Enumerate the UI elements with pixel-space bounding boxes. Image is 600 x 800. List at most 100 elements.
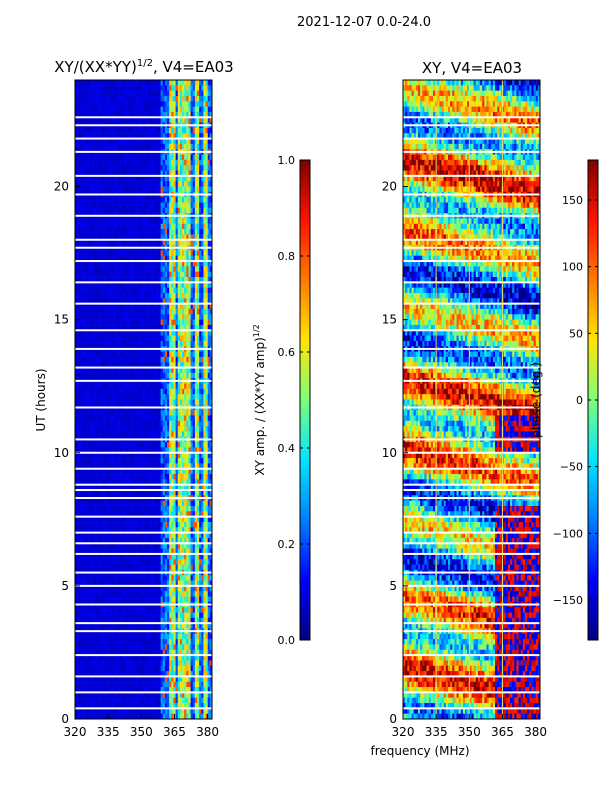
heatmap-cell bbox=[107, 181, 110, 187]
heatmap-cell bbox=[109, 95, 112, 102]
heatmap-cell bbox=[158, 186, 162, 193]
heatmap-cell bbox=[199, 154, 202, 161]
heatmap-cell bbox=[205, 165, 209, 171]
heatmap-cell bbox=[167, 117, 170, 123]
heatmap-cell bbox=[87, 186, 91, 193]
heatmap-cell bbox=[81, 159, 84, 166]
heatmap-cell bbox=[115, 159, 119, 166]
heatmap-cell bbox=[143, 165, 147, 171]
heatmap-cell bbox=[75, 117, 78, 123]
heatmap-cell bbox=[139, 170, 142, 177]
heatmap-cell bbox=[209, 181, 213, 187]
heatmap-cell bbox=[203, 127, 206, 134]
heatmap-cell bbox=[126, 170, 129, 177]
heatmap-cell bbox=[141, 133, 144, 139]
heatmap-cell bbox=[143, 127, 147, 134]
heatmap-cell bbox=[173, 90, 177, 97]
heatmap-cell bbox=[207, 101, 211, 108]
heatmap-cell bbox=[179, 111, 183, 118]
heatmap-cell bbox=[209, 111, 213, 118]
heatmap-cell bbox=[134, 127, 138, 134]
heatmap-cell bbox=[164, 85, 168, 92]
heatmap-cell bbox=[147, 165, 151, 171]
heatmap-cell bbox=[102, 159, 106, 166]
heatmap-cell bbox=[199, 143, 202, 150]
heatmap-cell bbox=[83, 186, 87, 193]
heatmap-cell bbox=[85, 111, 89, 118]
heatmap-cell bbox=[141, 159, 144, 166]
heatmap-cell bbox=[107, 106, 110, 113]
heatmap-cell bbox=[100, 197, 104, 203]
heatmap-cell bbox=[96, 101, 99, 108]
heatmap-cell bbox=[107, 197, 110, 203]
heatmap-cell bbox=[203, 80, 206, 86]
heatmap-cell bbox=[124, 133, 127, 139]
heatmap-cell bbox=[109, 181, 112, 187]
heatmap-cell bbox=[167, 95, 170, 102]
heatmap-cell bbox=[209, 127, 213, 134]
heatmap-cell bbox=[85, 170, 89, 177]
heatmap-cell bbox=[104, 170, 108, 177]
amplitude-panel: XY/(XX*YY)1/2, V4=EA03 320 335 350 365 38005… bbox=[34, 58, 234, 739]
heatmap-cell bbox=[132, 154, 136, 161]
heatmap-cell bbox=[152, 186, 155, 193]
heatmap-cell bbox=[75, 154, 78, 161]
heatmap-cell bbox=[156, 138, 159, 145]
heatmap-cell bbox=[83, 154, 87, 161]
heatmap-cell bbox=[98, 165, 102, 171]
heatmap-cell bbox=[177, 106, 181, 113]
heatmap-cell bbox=[207, 175, 211, 182]
heatmap-cell bbox=[201, 95, 204, 102]
heatmap-cell bbox=[154, 154, 157, 161]
heatmap-cell bbox=[156, 117, 159, 123]
heatmap-cell bbox=[201, 133, 204, 139]
heatmap-cell bbox=[128, 197, 132, 203]
heatmap-cell bbox=[164, 170, 168, 177]
heatmap-cell bbox=[83, 90, 87, 97]
heatmap-cell bbox=[111, 170, 114, 177]
heatmap-cell bbox=[147, 181, 151, 187]
heatmap-cell bbox=[186, 106, 189, 113]
heatmap-cell bbox=[137, 143, 140, 150]
heatmap-cell bbox=[149, 95, 153, 102]
heatmap-cell bbox=[175, 85, 179, 92]
heatmap-cell bbox=[119, 90, 123, 97]
heatmap-cell bbox=[186, 117, 189, 123]
heatmap-cell bbox=[107, 138, 110, 145]
heatmap-cell bbox=[147, 138, 151, 145]
heatmap-cell bbox=[182, 186, 185, 193]
heatmap-cell bbox=[156, 111, 159, 118]
heatmap-cell bbox=[156, 154, 159, 161]
heatmap-cell bbox=[100, 181, 104, 187]
heatmap-cell bbox=[115, 127, 119, 134]
heatmap-cell bbox=[201, 138, 204, 145]
heatmap-cell bbox=[197, 117, 200, 123]
heatmap-cell bbox=[205, 170, 209, 177]
heatmap-cell bbox=[162, 80, 166, 86]
heatmap-cell bbox=[199, 175, 202, 182]
heatmap-cell bbox=[188, 127, 191, 134]
heatmap-cell bbox=[100, 143, 104, 150]
heatmap-cell bbox=[100, 138, 104, 145]
heatmap-cell bbox=[134, 197, 138, 203]
heatmap-cell bbox=[175, 170, 179, 177]
heatmap-cell bbox=[184, 165, 187, 171]
heatmap-cell bbox=[117, 90, 121, 97]
heatmap-cell bbox=[173, 154, 177, 161]
heatmap-cell bbox=[145, 80, 149, 86]
heatmap-cell bbox=[87, 106, 91, 113]
heatmap-cell bbox=[184, 117, 187, 123]
heatmap-cell bbox=[124, 159, 127, 166]
heatmap-cell bbox=[188, 90, 191, 97]
heatmap-cell bbox=[141, 117, 144, 123]
heatmap-cell bbox=[83, 159, 87, 166]
heatmap-cell bbox=[115, 154, 119, 161]
heatmap-cell bbox=[134, 117, 138, 123]
heatmap-cell bbox=[169, 95, 172, 102]
heatmap-cell bbox=[207, 133, 211, 139]
heatmap-cell bbox=[92, 133, 95, 139]
heatmap-cell bbox=[92, 101, 95, 108]
heatmap-cell bbox=[160, 80, 164, 86]
heatmap-cell bbox=[132, 197, 136, 203]
heatmap-cell bbox=[94, 111, 97, 118]
